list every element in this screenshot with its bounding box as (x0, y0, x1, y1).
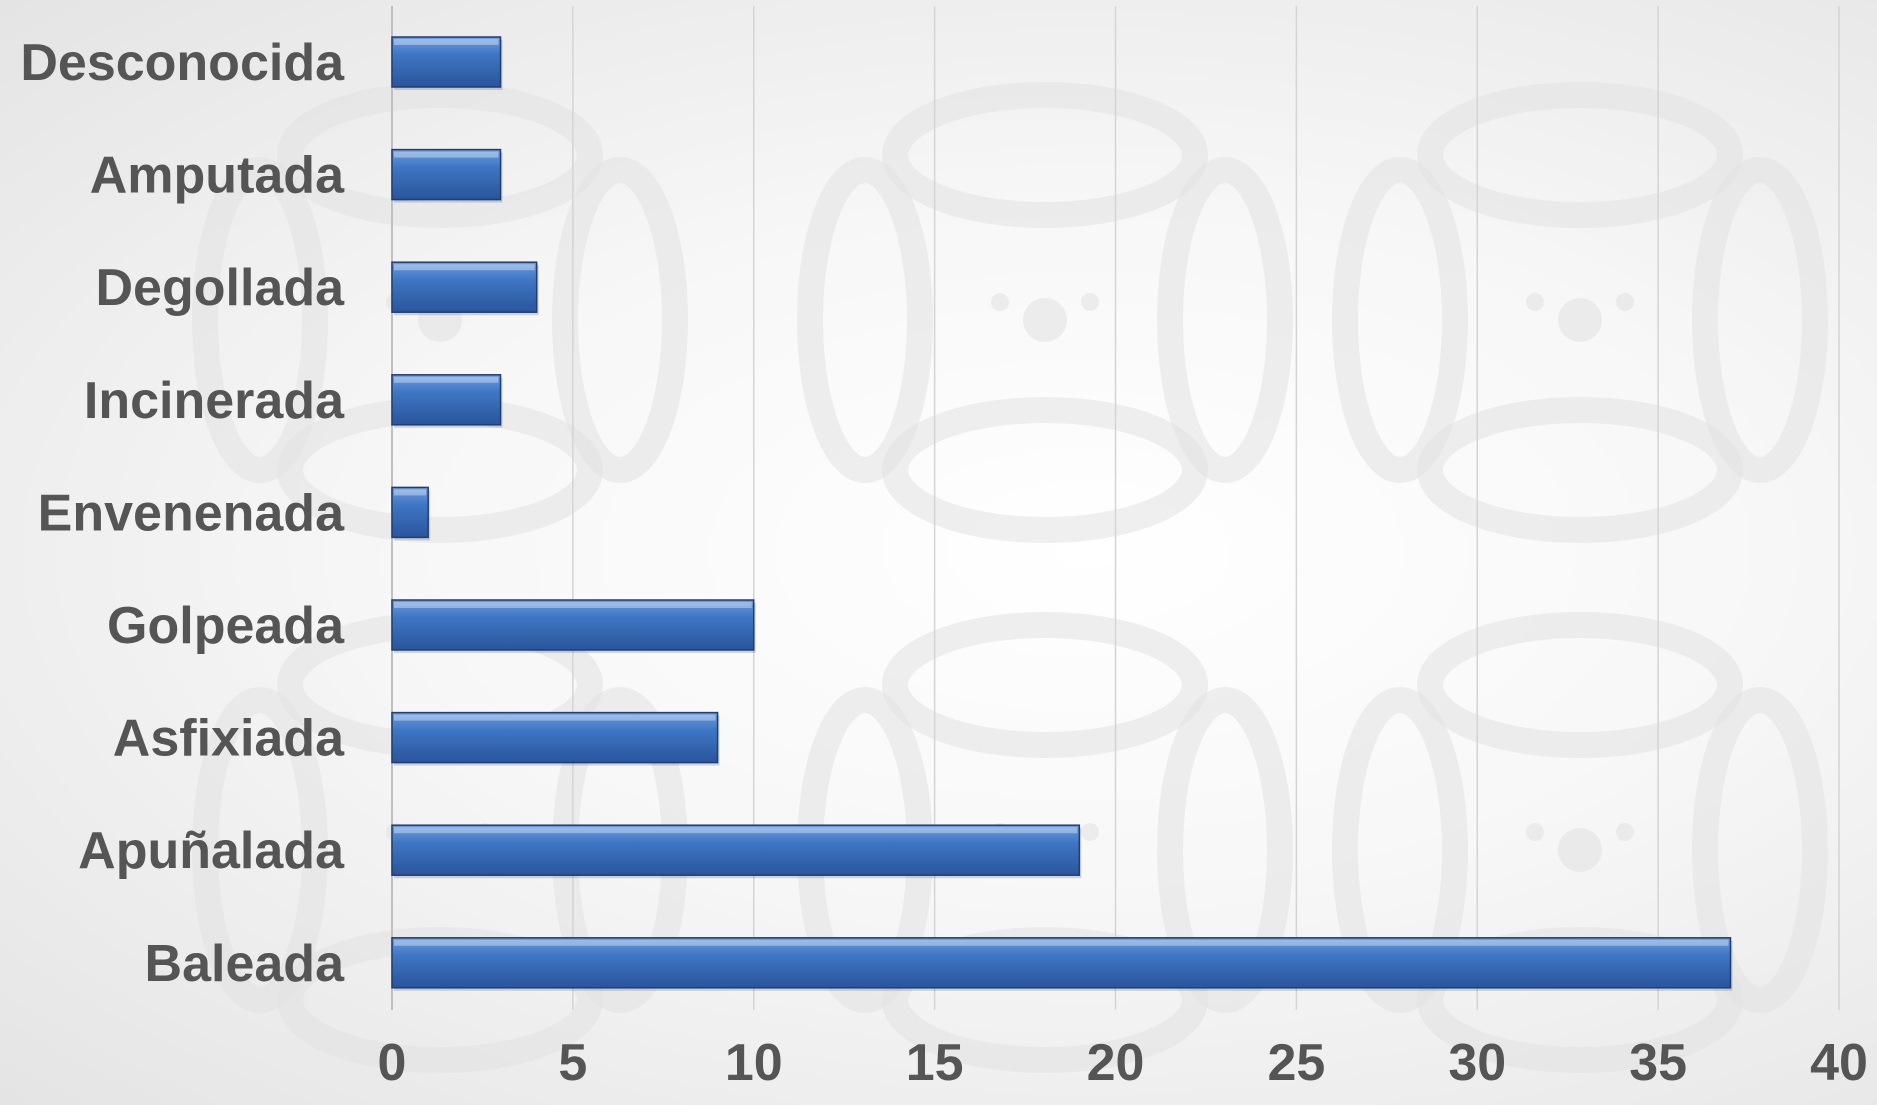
x-tick-label: 15 (906, 1034, 964, 1092)
bar (391, 824, 1082, 879)
category-label: Desconocida (20, 34, 345, 92)
category-label: Envenenada (38, 484, 345, 542)
category-label: Golpeada (107, 597, 345, 655)
x-tick-label: 20 (1087, 1034, 1145, 1092)
x-axis-tick-labels: 0 5 10 15 20 25 30 35 40 (378, 1034, 1868, 1092)
x-tick-label: 10 (725, 1034, 783, 1092)
x-tick-label: 25 (1267, 1034, 1325, 1092)
x-tick-label: 5 (558, 1034, 587, 1092)
bar (391, 148, 503, 203)
bar (391, 261, 539, 316)
bar (391, 374, 503, 428)
bar (391, 36, 503, 90)
bar (391, 486, 431, 541)
x-tick-label: 35 (1629, 1034, 1687, 1092)
category-label: Amputada (90, 147, 345, 205)
category-label: Asfixiada (113, 710, 345, 768)
x-tick-label: 30 (1448, 1034, 1506, 1092)
category-labels: Desconocida Amputada Degollada Incinerada En… (20, 34, 345, 993)
category-label: Baleada (145, 935, 346, 993)
bar (391, 711, 720, 766)
background-floral-pattern (192, 82, 1828, 1073)
bar (391, 937, 1733, 991)
x-tick-label: 40 (1810, 1034, 1868, 1092)
category-label: Degollada (96, 259, 346, 317)
category-label: Incinerada (84, 372, 345, 430)
bars (391, 36, 1733, 991)
category-label: Apuñalada (78, 822, 345, 880)
bar (391, 599, 756, 653)
x-tick-label: 0 (378, 1034, 407, 1092)
